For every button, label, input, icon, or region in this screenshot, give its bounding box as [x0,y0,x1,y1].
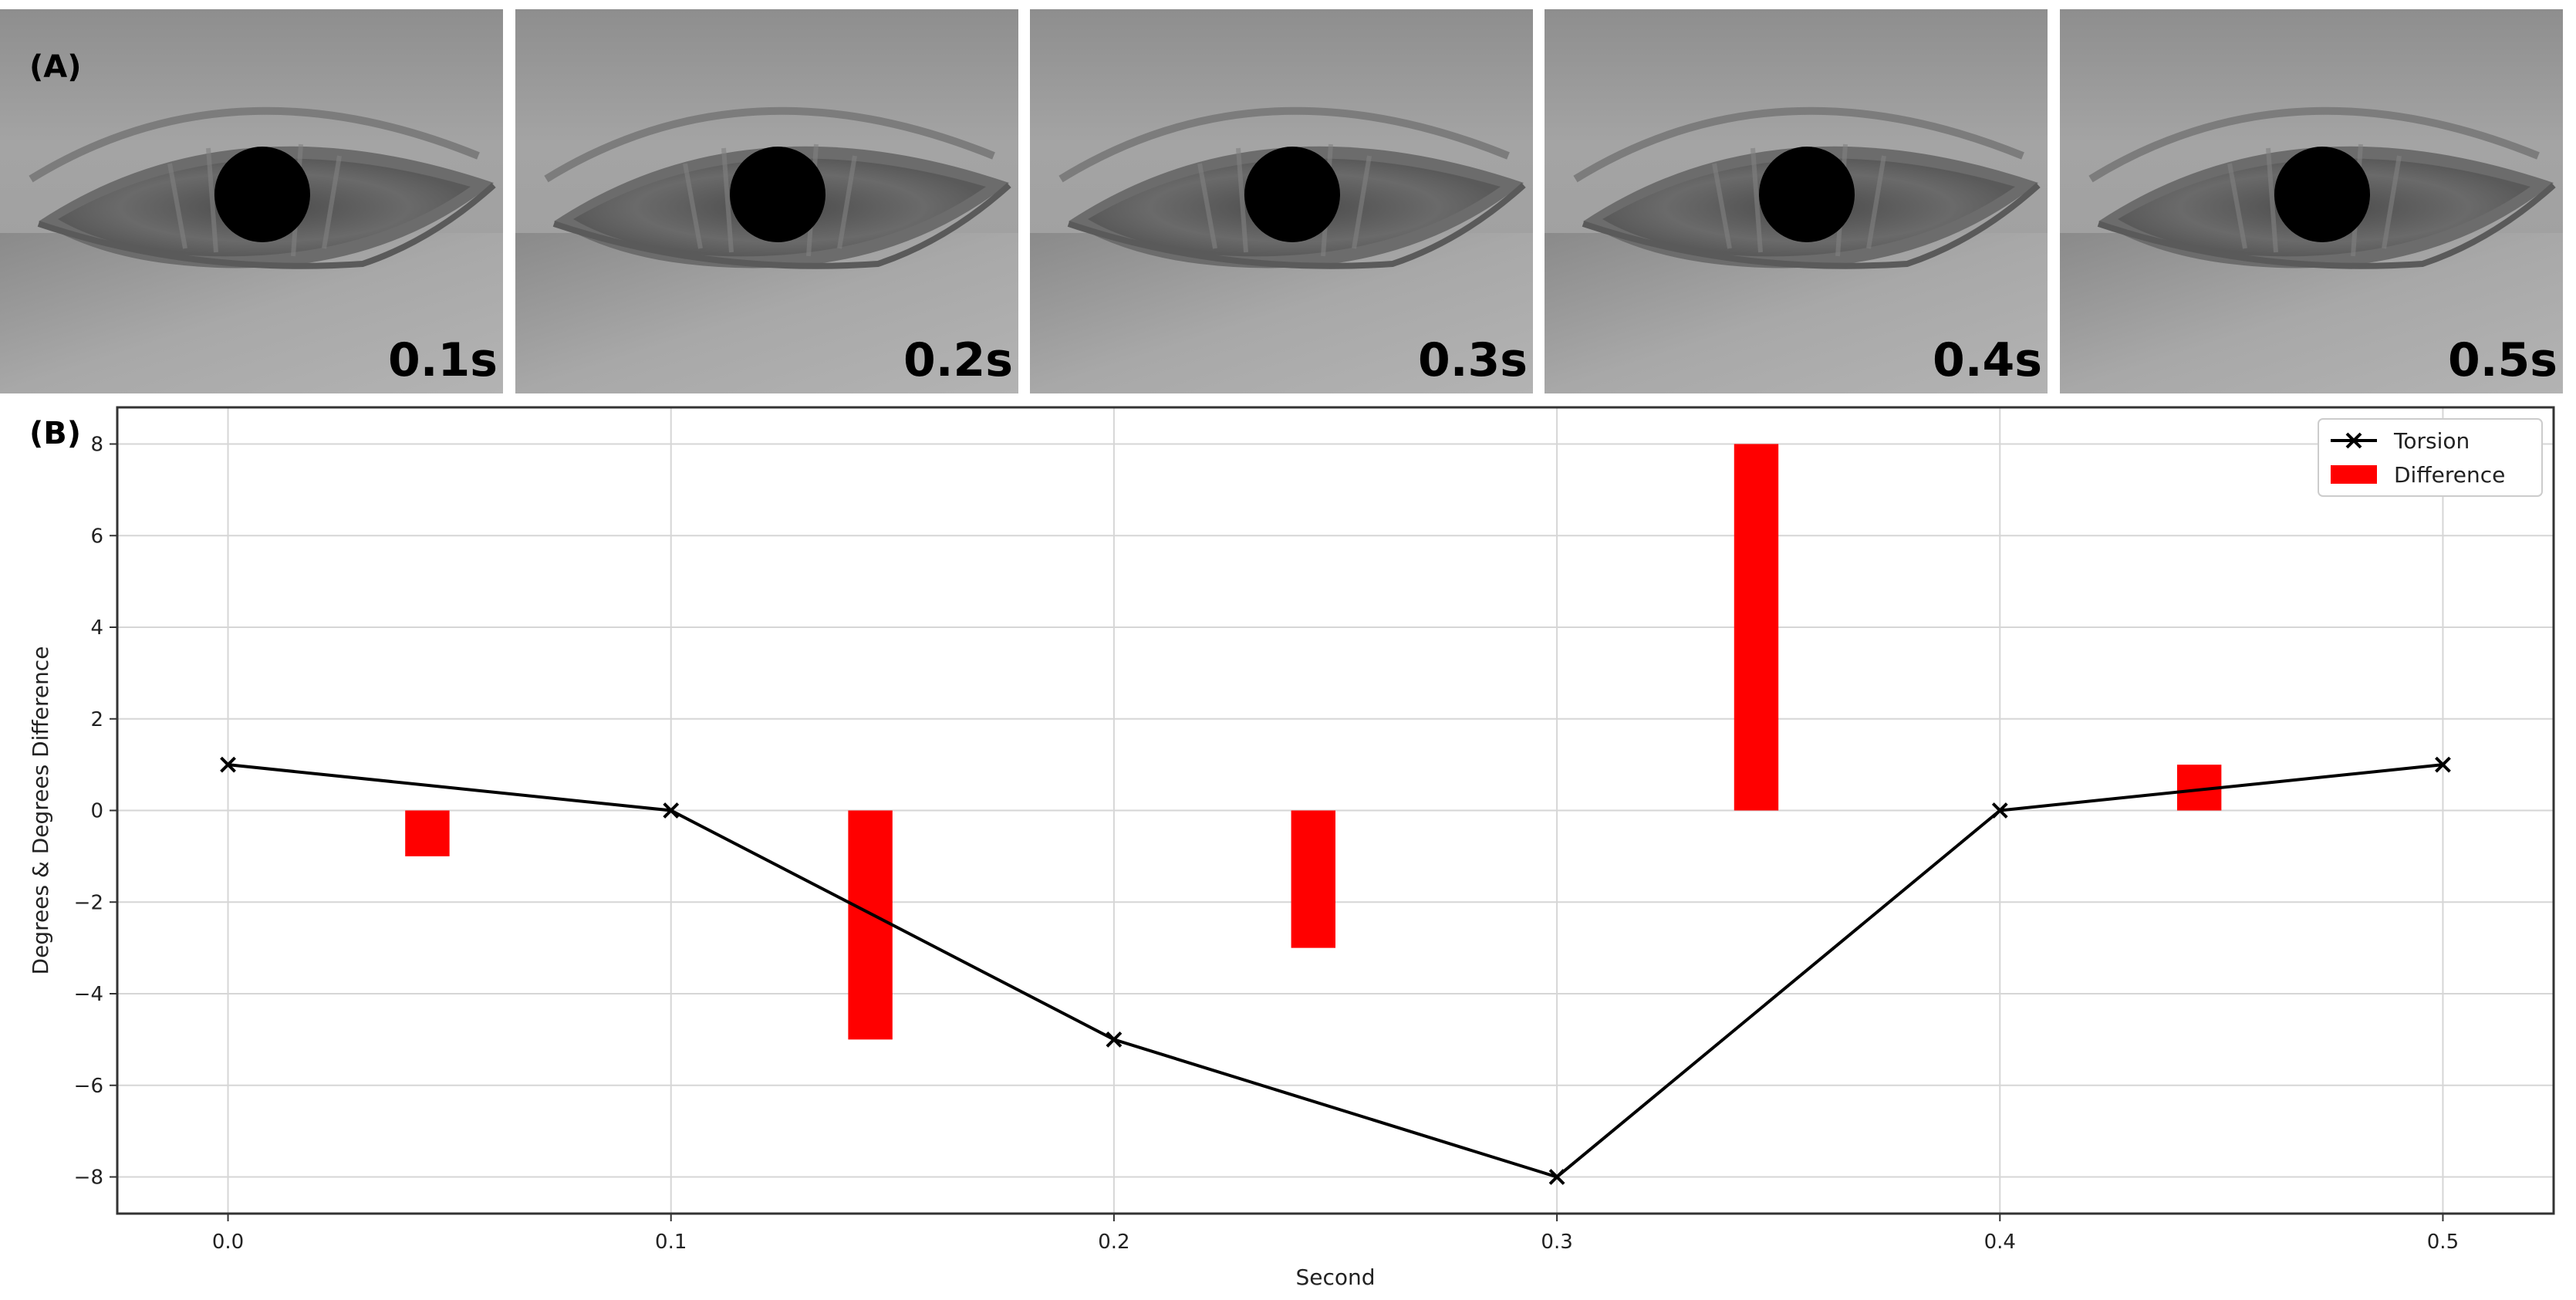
frame-time-label: 0.5s [2448,333,2557,387]
y-tick-label: 2 [90,708,103,731]
torsion-point [1548,1169,1565,1185]
difference-bars [405,444,2222,1040]
y-tick-label: 6 [90,525,103,548]
difference-bar [405,810,450,856]
torsion-line [220,756,2451,1185]
difference-bar [1291,810,1335,948]
torsion-point [220,756,236,773]
y-tick-label: −2 [74,891,103,914]
frame-time-label: 0.2s [903,333,1013,387]
torsion-point [1106,1031,1123,1048]
x-tick-label: 0.0 [212,1231,244,1254]
eye-frames-panel: (A) 0.1s 0.2s 0.3s 0.4s 0.5s [0,0,2576,393]
y-tick-label: −8 [74,1167,103,1190]
y-axis-label: Degrees & Degrees Difference [28,647,53,975]
y-axis: 8 6 4 2 0 −2 −4 −6 −8 [74,434,117,1190]
x-axis: 0.0 0.1 0.2 0.3 0.4 0.5 [212,1214,2459,1254]
frame-time-label: 0.4s [1933,333,2042,387]
legend-difference-swatch [2331,465,2377,484]
x-axis-label: Second [1295,1265,1375,1290]
x-tick-label: 0.3 [1541,1231,1572,1254]
legend-torsion-marker [2345,432,2362,449]
legend: Torsion Difference [2318,418,2543,497]
torsion-point [1991,802,2008,819]
torsion-series-line [228,763,2443,1179]
y-tick-label: −6 [74,1075,103,1098]
y-tick-label: 8 [90,434,103,457]
panel-a-label: (A) [29,49,82,85]
y-tick-label: −4 [74,983,103,1006]
legend-difference-label: Difference [2394,462,2505,488]
y-tick-label: 4 [90,616,103,640]
x-tick-label: 0.2 [1098,1231,1129,1254]
torsion-point [663,802,680,819]
torsion-point [2435,756,2451,773]
difference-bar [1734,444,1779,811]
frame-time-label: 0.3s [1418,333,1528,387]
difference-bar [848,810,893,1040]
x-tick-label: 0.1 [655,1231,687,1254]
x-tick-label: 0.4 [1984,1231,2016,1254]
x-tick-label: 0.5 [2427,1231,2459,1254]
panel-b-label: (B) [29,416,81,451]
frame-time-label: 0.1s [388,333,498,387]
y-tick-label: 0 [90,800,103,823]
legend-torsion-label: Torsion [2393,428,2470,454]
